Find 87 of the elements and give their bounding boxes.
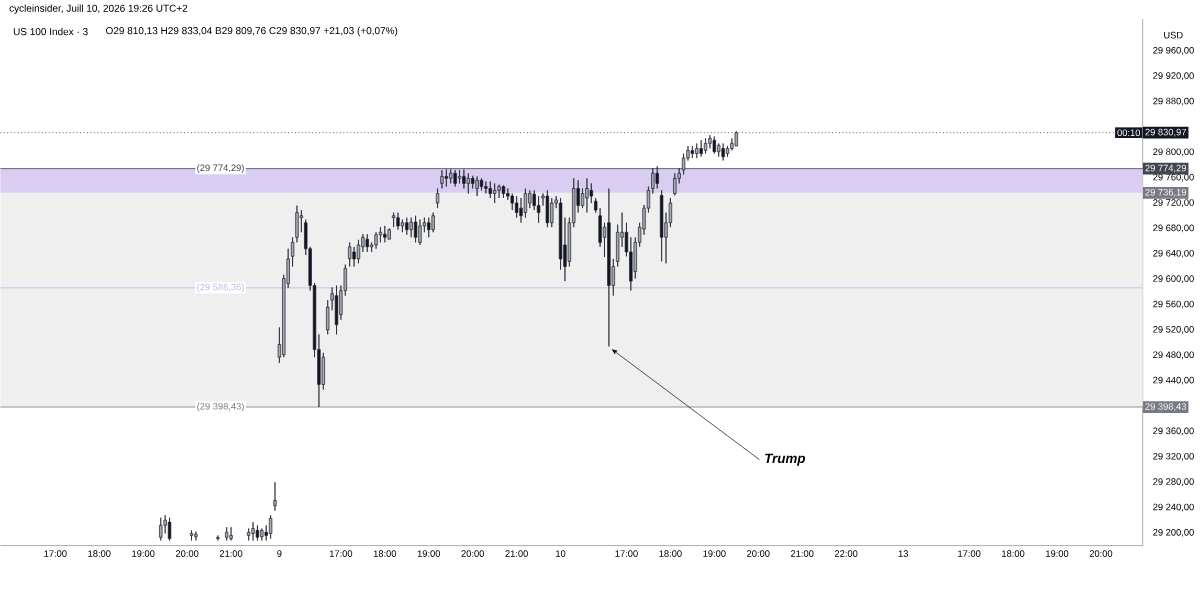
x-tick-label: 19:00	[1046, 550, 1069, 557]
candlestick	[159, 517, 163, 541]
band-label: 29 736,19	[1145, 188, 1186, 197]
candlestick	[690, 145, 695, 159]
candlestick	[721, 142, 725, 161]
x-tick-label: 18:00	[373, 550, 397, 557]
x-tick-label: 17:00	[615, 550, 638, 557]
candlestick	[348, 241, 352, 267]
x-tick-label: 21:00	[790, 550, 814, 557]
candlestick	[225, 526, 229, 541]
annotation: (29 774,29)	[197, 164, 244, 173]
x-tick-label: 18:00	[659, 550, 682, 557]
x-tick-label: 17:00	[958, 550, 981, 557]
x-tick-label: 17:00	[329, 550, 353, 557]
y-tick-label: 29 360,00	[1153, 427, 1194, 436]
text: O29 810,13 H29 833,04 B29 809,76 C29 830,97 +21,03 (+0,07%)	[106, 26, 398, 37]
x-tick-label: 22:00	[834, 550, 858, 557]
y-tick-label: 29 440,00	[1153, 376, 1194, 385]
x-tick-label: 13	[898, 550, 909, 557]
y-tick-label: 29 720,00	[1153, 199, 1194, 207]
annotation: (29 398,43)	[197, 402, 244, 412]
candlestick	[435, 188, 440, 209]
y-tick-label: 29 920,00	[1153, 72, 1194, 80]
candlestick	[413, 215, 418, 243]
candlestick	[391, 212, 396, 228]
text: cycleinsider, Juill 10, 2026 19:26 UTC+2	[9, 4, 188, 14]
ref-line-label: 29 398,43	[1145, 403, 1187, 411]
y-tick-label: 29 680,00	[1153, 224, 1194, 233]
x-tick-label: 18:00	[1002, 550, 1025, 557]
candlestick	[545, 189, 550, 228]
candlestick	[194, 531, 198, 541]
x-tick-label: 20:00	[461, 550, 485, 557]
x-tick-label: 19:00	[417, 550, 441, 557]
x-tick-label: 20:00	[1089, 550, 1113, 557]
x-tick-label: 19:00	[132, 550, 155, 557]
candlestick	[585, 177, 589, 213]
ref-line-label: 29 830,97	[1145, 128, 1186, 137]
y-tick-label: 29 320,00	[1153, 452, 1194, 461]
candlestick	[268, 514, 273, 539]
x-tick-label: 21:00	[219, 550, 243, 557]
candlestick	[387, 227, 391, 240]
y-tick-label: 29 880,00	[1153, 97, 1194, 106]
y-tick-label: 29 200,00	[1153, 528, 1194, 537]
y-tick-label: 29 240,00	[1153, 503, 1194, 512]
y-tick-label: 29 600,00	[1153, 275, 1194, 283]
candlestick	[374, 231, 378, 249]
candlestick	[440, 169, 444, 189]
annotation: Trump	[765, 453, 806, 466]
y-tick-label: 29 480,00	[1153, 351, 1194, 360]
candlestick	[651, 167, 655, 194]
x-tick-label: 10	[556, 550, 566, 557]
annotation: (29 586,36)	[197, 283, 244, 293]
candlestick	[453, 169, 457, 187]
candlestick	[703, 137, 708, 154]
candlestick	[229, 526, 233, 541]
x-tick-label: 18:00	[88, 550, 111, 557]
y-tick-label: 29 560,00	[1153, 300, 1194, 309]
x-tick-label: 20:00	[175, 550, 199, 557]
y-tick-label: 29 760,00	[1153, 173, 1194, 182]
text: US 100 Index · 3	[13, 27, 88, 36]
candlestick	[475, 175, 479, 197]
x-tick-label: 20:00	[747, 550, 770, 557]
candlestick	[501, 184, 506, 199]
x-tick-label: 21:00	[505, 550, 528, 557]
candlestick	[273, 481, 277, 511]
y-tick-label: 29 960,00	[1153, 46, 1194, 55]
y-tick-label: 29 520,00	[1153, 325, 1194, 334]
y-axis-title: USD	[1164, 31, 1183, 39]
candlestick	[251, 521, 255, 541]
candlestick	[607, 188, 611, 347]
y-tick-label: 29 800,00	[1153, 148, 1194, 157]
y-tick-label: 29 280,00	[1153, 478, 1194, 486]
candlestick	[216, 534, 220, 541]
y-tick-label: 29 640,00	[1153, 249, 1194, 258]
candlestick	[255, 524, 260, 541]
candlestick	[189, 529, 194, 541]
annotation: 00:10	[1117, 129, 1141, 136]
candlestick	[418, 219, 422, 246]
candlestick	[673, 172, 677, 196]
candlestick	[167, 517, 172, 541]
candlestick	[396, 212, 400, 230]
candlestick	[334, 285, 339, 335]
x-tick-label: 17:00	[44, 550, 67, 557]
ref-line-label: 29 774,29	[1145, 164, 1186, 173]
candlestick	[659, 189, 664, 262]
x-tick-label: 19:00	[703, 550, 726, 557]
x-tick-label: 9	[277, 550, 282, 557]
